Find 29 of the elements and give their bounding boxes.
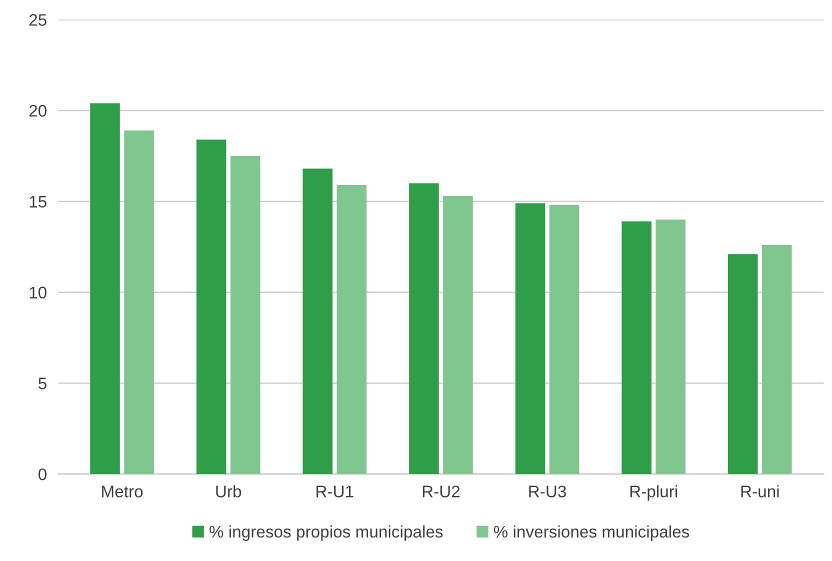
bar [622, 221, 652, 474]
bar [656, 220, 686, 474]
bar [196, 140, 226, 474]
y-tick-label: 25 [29, 14, 46, 26]
x-tick-label: R-U3 [529, 486, 566, 498]
bar [515, 203, 546, 474]
y-tick-label: 10 [30, 286, 46, 298]
legend-label: % ingresos propios municipales [210, 525, 443, 541]
bar [728, 254, 758, 474]
y-tick-label: 15 [30, 196, 46, 208]
bar [336, 185, 367, 474]
x-tick-label: R-U1 [316, 486, 354, 498]
x-tick-label: R-pluri [630, 485, 677, 501]
y-tick-label: 5 [38, 378, 46, 390]
bar [90, 103, 120, 474]
bar [124, 130, 154, 474]
bar [549, 205, 580, 474]
bar [443, 196, 473, 474]
y-tick-label: 0 [38, 468, 46, 480]
y-tick-label: 20 [29, 104, 46, 117]
bar [302, 168, 333, 474]
x-tick-label: R-uni [741, 485, 779, 498]
bar [409, 183, 439, 474]
x-tick-label: R-U2 [422, 486, 460, 498]
bar [230, 156, 260, 474]
legend-label: % inversiones municipales [494, 525, 690, 541]
bar [762, 245, 792, 474]
x-tick-label: Urb [216, 485, 242, 498]
x-tick-label: Metro [102, 486, 143, 498]
